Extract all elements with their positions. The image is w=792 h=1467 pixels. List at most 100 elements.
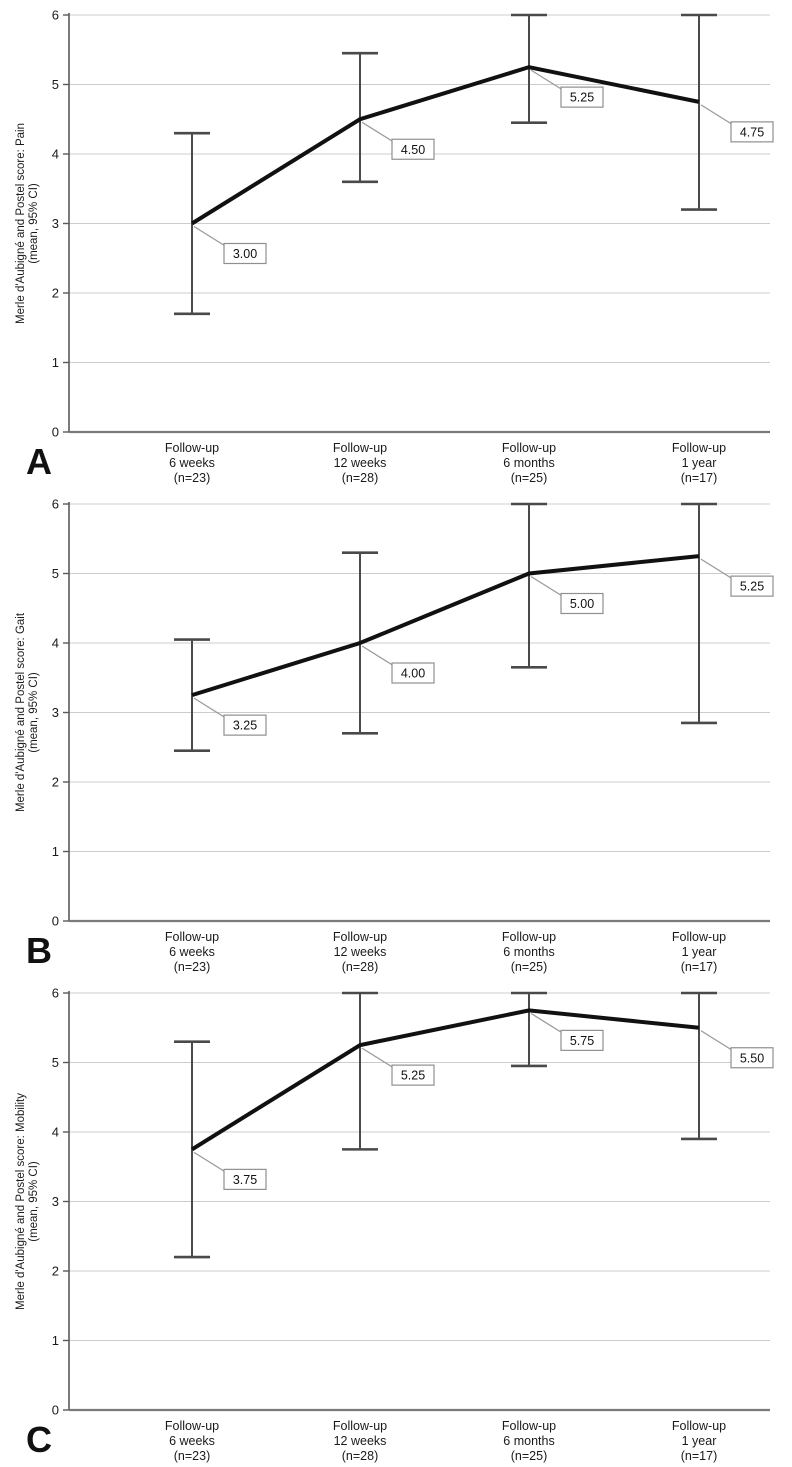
x-category-label-line: 6 months (503, 945, 554, 959)
x-category-label-line: Follow-up (333, 441, 387, 455)
x-category-label-line: 6 weeks (169, 1434, 215, 1448)
data-label-box (730, 575, 774, 597)
y-tick-label: 4 (52, 636, 59, 651)
data-label: 4.75 (700, 104, 774, 143)
data-label-box (730, 121, 774, 143)
x-category-label-line: (n=25) (511, 471, 547, 485)
data-label: 4.00 (361, 645, 435, 684)
error-bar (511, 502, 547, 669)
data-label: 3.00 (193, 225, 267, 265)
data-label: 5.00 (530, 575, 604, 615)
data-label-value: 4.75 (740, 125, 764, 139)
data-label-value: 5.75 (570, 1034, 594, 1048)
data-label-leader (530, 575, 564, 598)
data-label-leader (530, 1012, 564, 1034)
data-label-box (223, 714, 267, 736)
x-category-label-line: Follow-up (672, 930, 726, 944)
data-label-value: 5.25 (570, 91, 594, 105)
x-category-label-line: (n=23) (174, 471, 210, 485)
data-label: 3.75 (193, 1151, 267, 1190)
y-tick-label: 2 (52, 286, 59, 301)
y-tick-label: 4 (52, 147, 59, 162)
data-label-leader (700, 104, 734, 126)
x-category-label: Follow-up1 year(n=17) (672, 930, 726, 974)
x-category-label-line: 12 weeks (334, 945, 387, 959)
data-label-leader (361, 1047, 395, 1069)
y-tick-label: 2 (52, 1264, 59, 1279)
x-category-label: Follow-up6 weeks(n=23) (165, 1419, 219, 1463)
chart-panel-gait: 0 1 2 3 4 5 6 3.25 4.00 5.00 5.25 Follow-up 6 weeks(… (0, 489, 792, 978)
x-category-label-line: Follow-up (333, 1419, 387, 1433)
data-label-box (391, 662, 435, 684)
data-label-box (560, 86, 604, 108)
data-label-box (223, 242, 267, 265)
x-category-label-line: Follow-up (672, 441, 726, 455)
x-category-label-line: (n=17) (681, 471, 717, 485)
data-label-leader (193, 225, 227, 248)
x-category-label: Follow-up6 months(n=25) (502, 930, 556, 974)
data-label-value: 4.00 (401, 667, 425, 681)
x-category-label-line: (n=28) (342, 1449, 378, 1463)
data-label: 5.25 (700, 558, 774, 597)
y-axis-title-line2: (mean, 95% CI) (28, 183, 40, 264)
x-category-label: Follow-up6 months(n=25) (502, 441, 556, 485)
x-category-label-line: Follow-up (333, 930, 387, 944)
data-label-box (391, 1064, 435, 1086)
x-category-label-line: Follow-up (502, 441, 556, 455)
y-tick-label: 3 (52, 216, 59, 231)
y-tick-label: 0 (52, 1403, 59, 1418)
x-category-label-line: 12 weeks (334, 1434, 387, 1448)
y-axis-title-line1: Merle d'Aubigné and Postel score: Gait (15, 612, 27, 812)
data-label-value: 5.25 (401, 1069, 425, 1083)
y-tick-label: 2 (52, 775, 59, 790)
series-line (190, 1008, 700, 1152)
data-label: 5.25 (361, 1047, 435, 1086)
x-category-label-line: 6 months (503, 456, 554, 470)
x-category-label-line: 6 months (503, 1434, 554, 1448)
x-category-label-line: (n=25) (511, 1449, 547, 1463)
data-label-box (730, 1047, 774, 1069)
x-category-label: Follow-up6 weeks(n=23) (165, 930, 219, 974)
y-tick-label: 6 (52, 8, 59, 23)
data-label: 5.75 (530, 1012, 604, 1051)
y-tick-label: 1 (52, 844, 59, 859)
y-tick-label: 5 (52, 1055, 59, 1070)
data-label-box (391, 138, 435, 160)
x-category-label-line: 6 weeks (169, 456, 215, 470)
y-tick-label: 3 (52, 705, 59, 720)
x-category-label: Follow-up6 months(n=25) (502, 1419, 556, 1463)
data-label-leader (193, 697, 227, 719)
x-category-label-line: Follow-up (165, 930, 219, 944)
x-category-label: Follow-up1 year(n=17) (672, 441, 726, 485)
data-label: 3.25 (193, 697, 267, 736)
data-label-leader (700, 1030, 734, 1052)
x-category-label-line: Follow-up (502, 1419, 556, 1433)
x-category-label-line: (n=28) (342, 471, 378, 485)
x-category-label-line: 6 weeks (169, 945, 215, 959)
x-category-label-line: (n=23) (174, 1449, 210, 1463)
y-tick-label: 6 (52, 986, 59, 1001)
x-category-label-line: (n=28) (342, 960, 378, 974)
data-label-box (560, 592, 604, 615)
y-tick-label: 0 (52, 914, 59, 929)
x-category-label-line: Follow-up (502, 930, 556, 944)
x-category-label-line: (n=17) (681, 1449, 717, 1463)
y-axis-title-line2: (mean, 95% CI) (28, 672, 40, 753)
y-axis-title-line2: (mean, 95% CI) (28, 1161, 40, 1242)
error-bar (681, 502, 717, 725)
data-label-value: 5.50 (740, 1051, 764, 1065)
y-tick-label: 1 (52, 355, 59, 370)
y-tick-label: 6 (52, 497, 59, 512)
data-label-value: 3.25 (233, 719, 257, 733)
data-label-value: 3.00 (233, 247, 257, 261)
data-label-value: 5.00 (570, 597, 594, 611)
data-label-value: 5.25 (740, 580, 764, 594)
data-label-leader (361, 645, 395, 667)
x-category-label: Follow-up1 year(n=17) (672, 1419, 726, 1463)
